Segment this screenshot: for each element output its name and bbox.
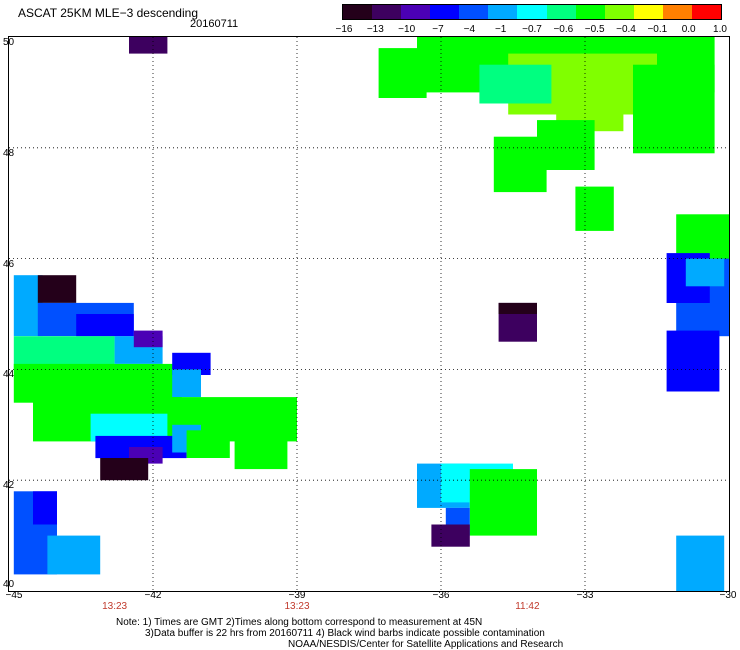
- data-cell-region: [33, 491, 57, 525]
- colorbar-tick-label: 1.0: [713, 24, 727, 35]
- pass-time-label: 11:42: [515, 601, 540, 612]
- data-cell-region: [431, 524, 470, 547]
- latitude-tick-label: 46: [3, 258, 15, 270]
- colorbar-tick-label: −0.4: [616, 24, 636, 35]
- colorbar: [342, 4, 722, 20]
- colorbar-segment: [488, 5, 518, 19]
- data-cell-region: [133, 330, 163, 348]
- colorbar-segment: [401, 5, 431, 19]
- colorbar-segment: [430, 5, 460, 19]
- colorbar-tick-label: −0.5: [584, 24, 605, 35]
- longitude-tick-label: −30: [719, 590, 737, 601]
- longitude-tick-label: −39: [288, 590, 306, 601]
- colorbar-tick-label: 0.0: [681, 24, 696, 35]
- data-cell-region: [676, 535, 725, 591]
- note-line-1: Note: 1) Times are GMT 2)Times along bot…: [116, 617, 483, 628]
- data-cell-region: [685, 258, 725, 287]
- longitude-tick-label: −33: [576, 590, 594, 601]
- colorbar-segment: [372, 5, 402, 19]
- data-cell-region: [234, 424, 288, 470]
- colorbar-segment: [546, 5, 577, 19]
- pass-time-label: 13:23: [102, 601, 128, 612]
- data-cell-region: [575, 186, 614, 231]
- colorbar-segment: [691, 5, 722, 19]
- map-svg: [9, 37, 729, 591]
- data-cell-region: [37, 275, 77, 303]
- data-cell-region: [633, 64, 715, 154]
- longitude-tick-label: −42: [144, 590, 162, 601]
- colorbar-tick-label: −0.6: [553, 24, 574, 35]
- colorbar-segment: [459, 5, 489, 19]
- data-cell-region: [172, 369, 201, 398]
- latitude-tick-label: 42: [3, 480, 15, 492]
- data-cell-region: [129, 37, 168, 54]
- colorbar-tick-label: −16: [335, 24, 353, 35]
- latitude-tick-label: 50: [3, 37, 15, 48]
- colorbar-tick-label: −4: [463, 24, 476, 35]
- colorbar-segment: [517, 5, 548, 19]
- colorbar-segment: [343, 5, 373, 19]
- data-cell-region: [100, 458, 149, 481]
- colorbar-tick-label: −10: [398, 24, 416, 35]
- longitude-tick-label: −45: [5, 590, 23, 601]
- data-cell-region: [666, 330, 720, 392]
- latitude-tick-label: 48: [3, 147, 15, 159]
- data-cell-region: [186, 430, 230, 458]
- map-plot: [8, 36, 730, 592]
- data-cell-region: [76, 314, 134, 337]
- latitude-tick-label: 44: [3, 369, 15, 381]
- longitude-tick-label: −36: [432, 590, 450, 601]
- colorbar-segment: [604, 5, 635, 19]
- note-line-3: NOAA/NESDIS/Center for Satellite Applica…: [288, 639, 564, 650]
- data-cell-region: [469, 469, 537, 536]
- data-cell-region: [13, 363, 182, 403]
- colorbar-tick-label: −7: [432, 24, 444, 35]
- colorbar-segment: [575, 5, 606, 19]
- pass-time-label: 13:23: [284, 601, 310, 612]
- map-title: ASCAT 25KM MLE−3 descending: [18, 6, 198, 20]
- note-line-2: 3)Data buffer is 22 hrs from 20160711 4)…: [145, 628, 545, 639]
- colorbar-segment: [633, 5, 664, 19]
- data-cell-region: [47, 535, 101, 575]
- data-cell-region: [537, 120, 595, 170]
- colorbar-tick-label: −0.1: [647, 24, 668, 35]
- data-cell-region: [378, 48, 427, 98]
- data-cell-region: [498, 302, 537, 314]
- colorbar-labels: −16 −13 −10 −7 −4 −1 −0.7 −0.6 −0.5 −0.4 −0.1 0.0 1.…: [330, 24, 734, 38]
- colorbar-tick-label: −0.7: [522, 24, 542, 35]
- colorbar-tick-label: −13: [366, 24, 384, 35]
- latitude-tick-label: 40: [3, 579, 15, 590]
- colorbar-tick-label: −1: [494, 24, 507, 35]
- colorbar-segment: [662, 5, 693, 19]
- data-cell-region: [13, 336, 115, 370]
- map-date: 20160711: [190, 18, 239, 30]
- data-cell-region: [479, 64, 552, 104]
